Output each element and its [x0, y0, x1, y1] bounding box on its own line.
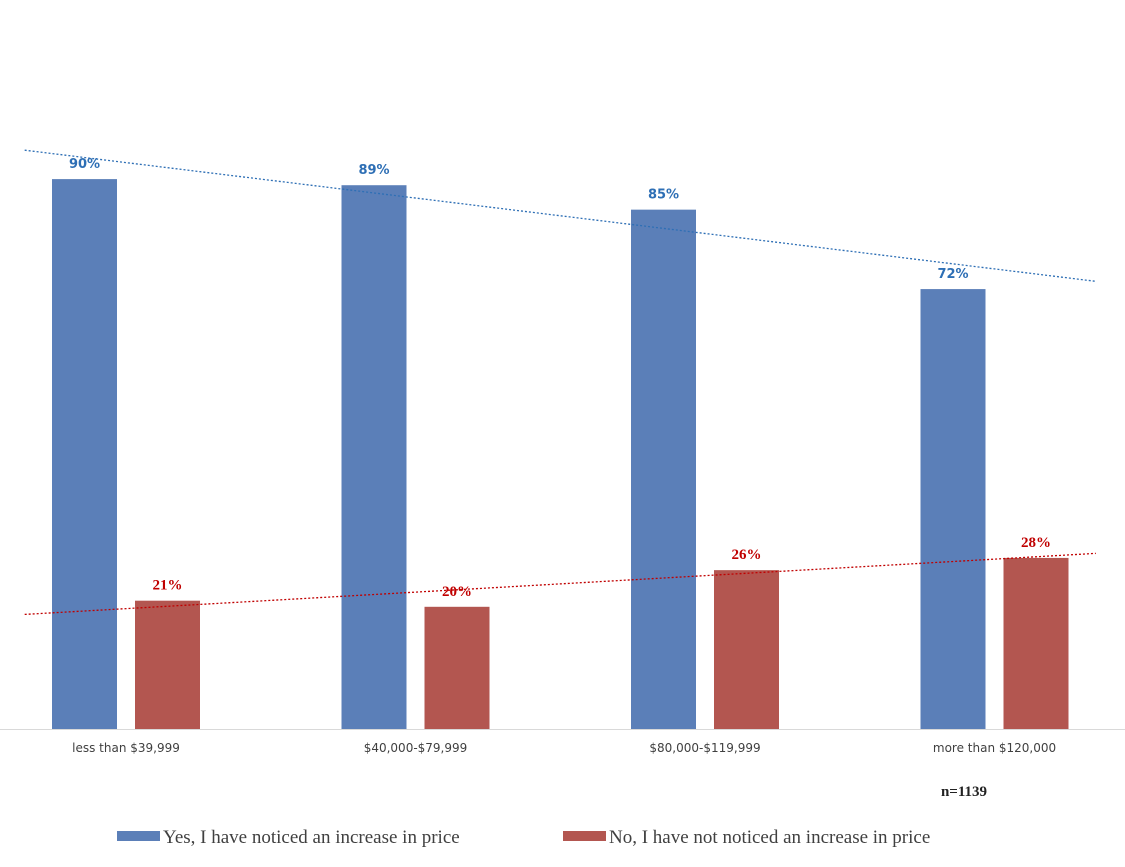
data-label-yes-1: 89% [358, 163, 389, 178]
legend: Yes, I have noticed an increase in price… [117, 827, 930, 848]
legend-swatch-no [563, 831, 606, 841]
bar-yes-1 [341, 185, 407, 729]
bar-yes-2 [631, 209, 696, 729]
category-label-1: $40,000-$79,999 [364, 741, 468, 755]
trendline-yes [24, 149, 1096, 282]
data-label-no-3: 28% [1021, 535, 1051, 551]
legend-label-no: No, I have not noticed an increase in pr… [609, 827, 930, 848]
bar-no-2 [714, 570, 779, 729]
sample-size-annotation: n=1139 [941, 784, 987, 800]
bar-yes-0 [52, 179, 117, 730]
legend-swatch-yes [117, 831, 160, 841]
category-labels: less than $39,999 $40,000-$79,999 $80,000-… [72, 741, 1056, 755]
data-labels-layer: 90% 89% 85% 72% 21% 20% 26% 28% [69, 157, 1051, 600]
bar-yes-3 [920, 289, 986, 729]
legend-label-yes: Yes, I have noticed an increase in price [163, 827, 460, 848]
data-label-no-2: 26% [732, 547, 762, 563]
data-label-no-1: 20% [442, 584, 472, 600]
bar-no-3 [1003, 557, 1069, 729]
category-label-2: $80,000-$119,999 [649, 741, 760, 755]
trendlines-layer [24, 149, 1096, 616]
bar-no-0 [135, 600, 200, 729]
bars-layer [52, 179, 1069, 730]
bar-no-1 [424, 606, 490, 729]
data-label-yes-0: 90% [69, 157, 100, 172]
category-label-0: less than $39,999 [72, 741, 180, 755]
category-label-3: more than $120,000 [933, 741, 1056, 755]
data-label-yes-3: 72% [937, 267, 968, 282]
trendline-no [24, 552, 1096, 616]
data-label-no-0: 21% [153, 578, 183, 594]
data-label-yes-2: 85% [648, 188, 679, 203]
